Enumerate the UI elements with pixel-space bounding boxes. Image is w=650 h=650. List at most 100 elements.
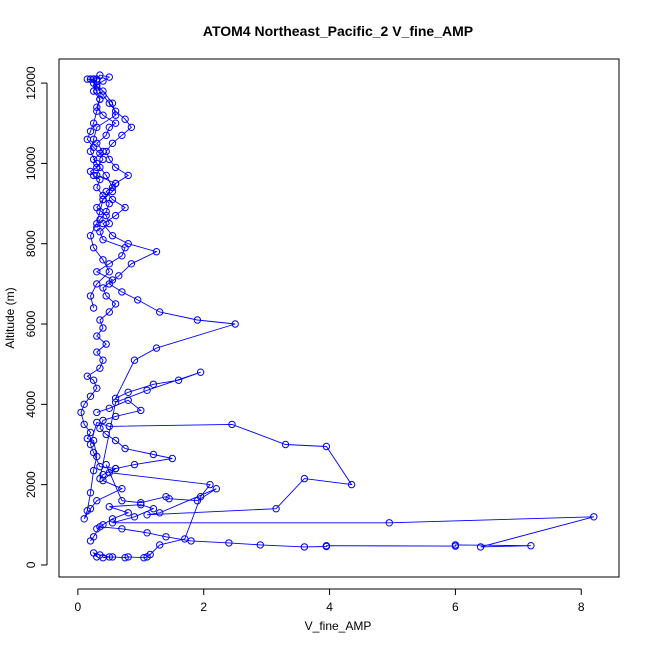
data-point (99, 356, 107, 364)
data-point (108, 139, 117, 148)
data-point (93, 183, 101, 192)
data-point (156, 541, 164, 549)
data-point (118, 288, 126, 296)
data-point (93, 87, 101, 95)
data-point (93, 348, 101, 356)
data-point (102, 340, 110, 348)
data-point (105, 280, 114, 288)
data-point (451, 542, 460, 550)
data-point (99, 191, 107, 200)
data-point (111, 412, 120, 421)
data-point (93, 107, 101, 115)
data-point (108, 232, 117, 240)
data-point (300, 474, 309, 483)
data-point (89, 376, 98, 384)
y-tick-label: 6000 (24, 310, 38, 337)
data-point (149, 450, 158, 459)
data-point (168, 454, 177, 463)
data-point (476, 543, 485, 551)
data-point (149, 380, 158, 388)
data-point (130, 513, 139, 521)
data-point (118, 252, 126, 260)
data-point (77, 408, 85, 417)
series-line (90, 504, 594, 548)
data-point (93, 452, 101, 461)
data-point (300, 543, 309, 551)
data-point (93, 280, 101, 288)
x-tick-label: 2 (200, 600, 207, 614)
data-point (256, 541, 264, 549)
series-line (93, 78, 236, 479)
data-series (86, 501, 598, 551)
data-point (115, 272, 123, 280)
data-point (137, 501, 145, 509)
data-point (140, 554, 148, 562)
data-point (96, 364, 104, 372)
data-point (111, 398, 120, 406)
data-point (118, 525, 126, 533)
data-point (99, 554, 107, 562)
data-point (124, 553, 132, 561)
data-point (80, 515, 88, 523)
data-point (149, 505, 158, 513)
data-point (156, 509, 164, 517)
data-point (83, 135, 92, 144)
data-point (99, 155, 107, 164)
data-point (105, 422, 114, 431)
data-point (108, 519, 117, 527)
data-point (108, 553, 117, 561)
x-axis: 0 2 4 6 8 (75, 588, 585, 614)
data-point (121, 444, 129, 453)
data-point (130, 460, 139, 469)
data-point (121, 554, 129, 562)
y-tick-label: 12000 (24, 66, 38, 100)
series-layer (77, 71, 598, 562)
data-point (93, 163, 101, 172)
data-point (228, 420, 236, 429)
data-point (96, 523, 104, 531)
data-point (134, 296, 142, 304)
data-point (86, 489, 95, 497)
x-tick-label: 0 (75, 600, 82, 614)
data-point (96, 424, 104, 433)
data-point (111, 119, 120, 127)
data-point (89, 171, 98, 180)
data-point (272, 505, 280, 513)
data-point (105, 123, 114, 132)
data-point (89, 466, 98, 475)
x-tick-label: 4 (326, 600, 333, 614)
data-point (96, 316, 104, 324)
data-point (143, 529, 151, 537)
data-point (93, 384, 101, 392)
data-point (111, 394, 120, 402)
data-point (80, 420, 88, 429)
data-point (105, 503, 114, 511)
data-point (93, 268, 101, 276)
data-point (89, 304, 98, 312)
data-point (86, 537, 95, 545)
data-point (93, 408, 101, 417)
data-point (83, 434, 92, 443)
data-point (124, 240, 132, 248)
data-point (111, 464, 120, 473)
y-tick-label: 8000 (24, 230, 38, 257)
data-point (86, 428, 95, 437)
data-point (111, 211, 120, 220)
data-point (137, 499, 145, 507)
data-point (527, 542, 535, 550)
data-point (99, 284, 107, 292)
data-point (206, 480, 214, 489)
data-point (121, 203, 129, 212)
y-axis-label: Altitude (m) (3, 287, 17, 348)
data-series (83, 75, 114, 232)
data-point (385, 519, 393, 527)
x-tick-label: 6 (452, 600, 459, 614)
data-point (96, 149, 104, 158)
data-point (86, 292, 95, 300)
data-point (143, 386, 151, 394)
data-point (105, 260, 114, 268)
data-point (105, 308, 114, 316)
data-point (156, 308, 164, 316)
data-point (152, 344, 161, 352)
data-point (162, 533, 170, 541)
